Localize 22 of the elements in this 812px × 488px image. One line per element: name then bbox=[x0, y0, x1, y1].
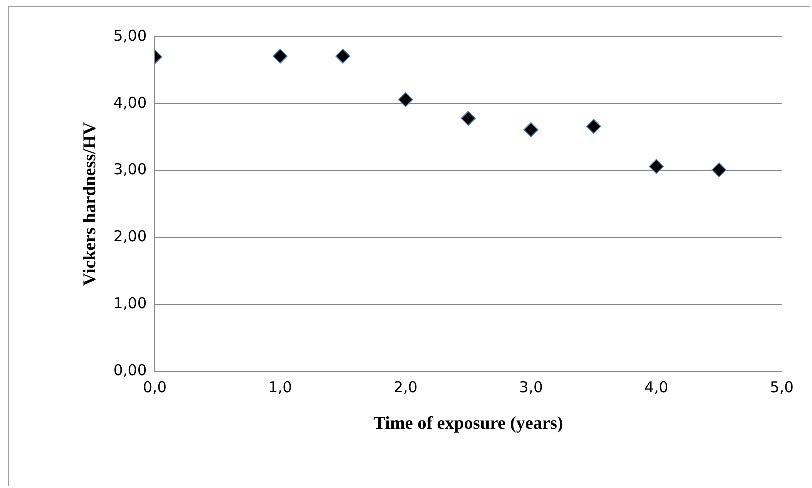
x-tick-label: 0,0 bbox=[143, 378, 167, 396]
x-tick-label: 2,0 bbox=[394, 378, 418, 396]
point bbox=[524, 122, 539, 138]
y-tick-label: 3,00 bbox=[114, 160, 147, 179]
point bbox=[712, 162, 727, 178]
point bbox=[586, 119, 602, 134]
y-axis-title: Vickers hardness/HV bbox=[79, 122, 100, 286]
point bbox=[461, 111, 476, 126]
y-tick-label: 0,00 bbox=[114, 361, 147, 380]
point bbox=[649, 159, 664, 174]
x-tick-label: 3,0 bbox=[519, 378, 544, 396]
point bbox=[398, 92, 414, 108]
y-tick-label: 5,00 bbox=[114, 26, 147, 45]
x-axis-title: Time of exposure (years) bbox=[374, 412, 564, 433]
y-tick-label: 1,00 bbox=[114, 294, 147, 312]
y-tick-label: 2,00 bbox=[114, 228, 147, 246]
x-tick-label: 4,0 bbox=[644, 378, 669, 396]
point bbox=[336, 48, 351, 64]
x-tick-label: 5,0 bbox=[770, 378, 794, 396]
point bbox=[272, 48, 288, 64]
y-tick-label: 4,00 bbox=[114, 94, 147, 112]
x-tick-label: 1,0 bbox=[268, 378, 292, 396]
